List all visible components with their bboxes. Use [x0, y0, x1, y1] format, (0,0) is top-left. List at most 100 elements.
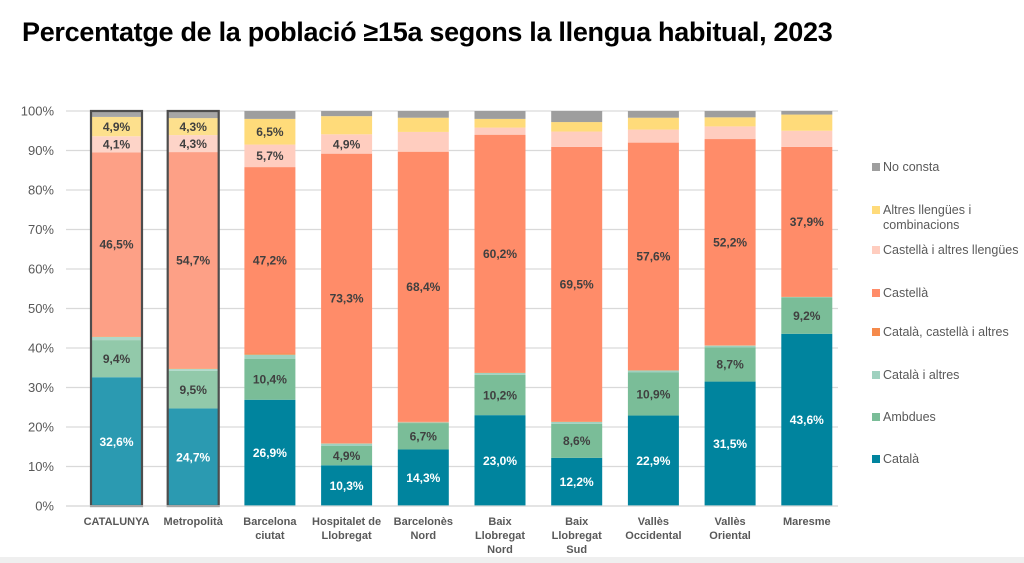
legend-label: Català i altres: [883, 368, 960, 382]
y-tick-label: 10%: [28, 459, 54, 474]
bar-segment: [397, 422, 449, 424]
data-label: 32,6%: [99, 435, 133, 449]
bar-segment: [167, 111, 219, 119]
legend-swatch: [872, 163, 880, 171]
bar-segment: [91, 336, 142, 337]
bar-segment: [167, 118, 219, 136]
bar-segment: [244, 118, 296, 145]
bar-segment: [704, 381, 756, 506]
bar-segment: [167, 152, 219, 369]
bar-segment: [704, 111, 756, 118]
bar-stack: 14,3% 6,7% 68,4%: [397, 111, 449, 506]
bar-segment: [781, 111, 833, 115]
bar-stack: 24,7% 9,5% 54,7% 4,3% 4,3%: [166, 109, 220, 508]
legend-item: Català, castellà i altres: [872, 325, 1022, 340]
legend-label: Castellà: [883, 286, 929, 300]
y-tick-label: 0%: [35, 499, 54, 514]
data-label: 4,1%: [103, 138, 131, 152]
legend-swatch: [872, 206, 880, 214]
bar-segment: [321, 153, 373, 444]
data-label: 24,7%: [176, 451, 210, 465]
bar-segment: [474, 374, 526, 416]
data-label: 47,2%: [253, 254, 287, 268]
legend-label: Català, castellà i altres: [883, 325, 1009, 339]
data-label: 9,4%: [103, 352, 131, 366]
bar-segment: [397, 423, 449, 450]
data-label: 5,7%: [256, 149, 284, 163]
bar-segment: [244, 399, 296, 506]
legend-item: No consta: [872, 160, 1022, 175]
data-label: 46,5%: [99, 238, 133, 252]
data-label: 10,9%: [636, 387, 670, 401]
x-tick-label: Barcelonès Nord: [394, 516, 453, 542]
bar-segment: [627, 129, 679, 143]
bar-segment: [321, 134, 373, 154]
bars: 32,6% 9,4% 46,5% 4,1% 4,9% 24,7% 9,5% 54,7% 4,3%…: [89, 109, 833, 508]
legend-item: Altres llengües i combinacions: [872, 203, 1022, 233]
y-tick-label: 40%: [28, 341, 54, 356]
bar-segment: [321, 116, 373, 135]
data-label: 31,5%: [713, 437, 747, 451]
bar-stack: 22,9% 10,9% 57,6%: [627, 111, 679, 506]
x-tick-label: Vallès Oriental: [709, 516, 751, 542]
legend-swatch: [872, 413, 880, 421]
data-label: 57,6%: [636, 250, 670, 264]
bar-segment: [704, 345, 756, 348]
bar-segment: [91, 111, 142, 117]
bar-segment: [321, 443, 373, 446]
data-label: 10,2%: [483, 388, 517, 402]
legend-label: Català: [883, 452, 920, 466]
legend-item: Ambdues: [872, 410, 1022, 425]
data-label: 10,4%: [253, 373, 287, 387]
bar-segment: [474, 372, 526, 375]
legend-item: Castellà: [872, 286, 1022, 301]
bar-segment: [321, 111, 373, 117]
data-label: 4,9%: [333, 137, 361, 151]
bar-segment: [397, 449, 449, 506]
data-label: 69,5%: [560, 278, 594, 292]
data-label: 4,9%: [333, 449, 361, 463]
x-tick-label: CATALUNYA: [84, 516, 150, 528]
data-label: 22,9%: [636, 454, 670, 468]
x-tick-label: Baix Llobregat Sud: [552, 516, 602, 556]
data-label: 6,5%: [256, 125, 284, 139]
bar-segment: [551, 146, 603, 422]
bar-segment: [244, 353, 296, 355]
bar-segment: [704, 126, 756, 140]
y-tick-label: 90%: [28, 143, 54, 158]
bar-segment: [704, 347, 756, 382]
bar-segment: [244, 358, 296, 400]
bar-segment: [781, 114, 833, 131]
bar-segment: [627, 142, 679, 371]
bar-stack: 23,0% 10,2% 60,2%: [474, 111, 526, 506]
legend-swatch: [872, 328, 880, 336]
data-label: 12,2%: [560, 475, 594, 489]
bar-segment: [551, 111, 603, 123]
bar-segment: [474, 111, 526, 119]
x-tick-label: Barcelona ciutat: [243, 516, 297, 542]
data-label: 4,3%: [180, 137, 208, 151]
footer-band: [0, 557, 1024, 563]
bar-stack: 12,2% 8,6% 69,5%: [551, 111, 603, 506]
y-tick-label: 50%: [28, 301, 54, 316]
chart-title: Percentatge de la població ≥15a segons l…: [22, 17, 833, 47]
bar-segment: [474, 415, 526, 506]
data-label: 60,2%: [483, 247, 517, 261]
y-tick-label: 80%: [28, 183, 54, 198]
bar-segment: [91, 336, 142, 341]
data-label: 4,3%: [180, 120, 208, 134]
y-tick-label: 20%: [28, 420, 54, 435]
x-tick-label: Baix Llobregat Nord: [475, 516, 525, 556]
data-label: 52,2%: [713, 235, 747, 249]
bar-segment: [627, 372, 679, 416]
bar-segment: [91, 340, 142, 378]
x-tick-label: Vallès Occidental: [625, 516, 681, 542]
bar-segment: [551, 423, 603, 458]
bar-segment: [781, 333, 833, 506]
bar-segment: [91, 152, 142, 337]
bar-segment: [781, 297, 833, 334]
legend-swatch: [872, 246, 880, 254]
bar-segment: [397, 111, 449, 118]
bar-segment: [91, 136, 142, 153]
bar-stack: 10,3% 4,9% 73,3% 4,9%: [321, 111, 373, 506]
